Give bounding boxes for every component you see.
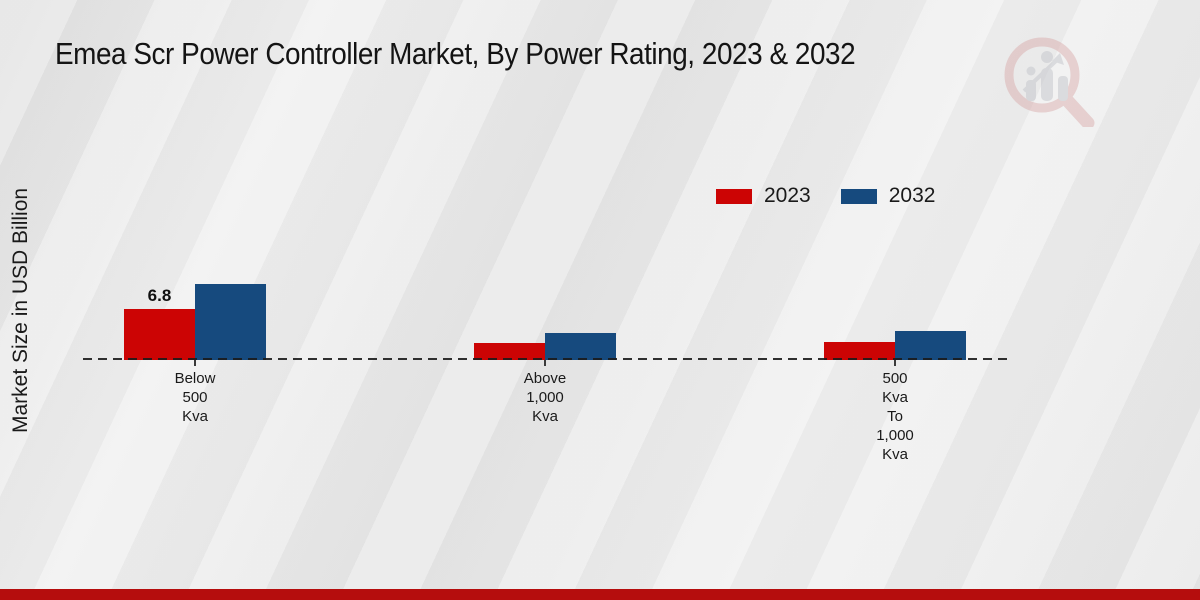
bar-2032-above-1-000-kva <box>545 333 616 360</box>
footer-accent-bar <box>0 589 1200 600</box>
logo-dot-icon <box>1026 66 1036 76</box>
legend-swatch-2032 <box>840 188 877 204</box>
bar-value-label: 6.8 <box>147 286 172 305</box>
bar-2023-below-500-kva <box>124 309 195 360</box>
magnifier-ring-icon <box>1004 37 1080 113</box>
logo-bar-icon <box>1058 76 1068 101</box>
x-axis-tick <box>194 360 196 366</box>
logo-dot-icon <box>1041 51 1053 63</box>
category-label: 500 Kva To 1,000 Kva <box>876 370 914 463</box>
bar-2023-500-kva-to-1-000-kva <box>824 342 895 360</box>
legend-swatch-2023 <box>716 188 752 204</box>
category-label: Above 1,000 Kva <box>523 370 567 425</box>
logo-bar-icon <box>1026 80 1036 101</box>
x-axis-tick <box>894 360 896 366</box>
logo-arrow-icon <box>1022 57 1060 93</box>
category-label: Below 500 Kva <box>174 370 216 425</box>
logo-arrowhead-icon <box>1052 53 1064 65</box>
bar-2032-500-kva-to-1-000-kva <box>895 331 966 360</box>
bar-2023-above-1-000-kva <box>474 343 545 360</box>
legend: 2023 2032 <box>716 184 935 208</box>
magnifier-handle-icon <box>1059 92 1095 127</box>
legend-item-2032: 2032 <box>840 184 936 208</box>
legend-item-2023: 2023 <box>716 184 811 208</box>
bar-2032-below-500-kva <box>195 284 266 360</box>
legend-label-2032: 2032 <box>888 184 936 207</box>
x-axis-baseline <box>83 358 1007 360</box>
chart-title: Emea Scr Power Controller Market, By Pow… <box>55 36 856 71</box>
magnifier-logo-watermark <box>1004 37 1095 127</box>
legend-label-2023: 2023 <box>764 184 811 207</box>
logo-bar-icon <box>1041 68 1053 101</box>
x-axis-tick <box>544 360 546 366</box>
